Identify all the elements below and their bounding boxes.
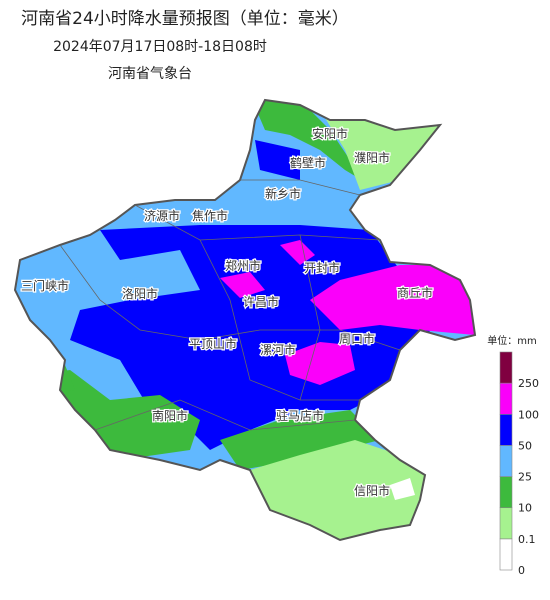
city-label: 安阳市	[312, 126, 348, 141]
legend-level: 0	[518, 564, 525, 577]
area-100-250	[285, 342, 355, 385]
legend-level: 25	[518, 471, 532, 484]
city-label: 驻马店市	[276, 408, 324, 423]
legend-unit: 单位：mm	[487, 334, 536, 347]
city-label: 焦作市	[192, 208, 228, 223]
legend-swatch	[499, 476, 513, 509]
area-100-250	[310, 265, 475, 335]
title: 河南省24小时降水量预报图（单位：毫米）	[21, 9, 349, 29]
area-100-250	[280, 240, 315, 265]
city-label: 信阳市	[354, 483, 390, 498]
legend-swatch	[499, 538, 513, 571]
rain-areas	[15, 100, 475, 540]
area-100-250	[220, 272, 265, 298]
city-label: 南阳市	[152, 408, 188, 423]
city-label: 濮阳市	[354, 150, 390, 165]
subtitle: 2024年07月17日08时-18日08时	[53, 39, 267, 55]
city-label: 郑州市	[225, 258, 261, 273]
agency: 河南省气象台	[108, 66, 192, 82]
legend-level: 10	[518, 502, 532, 515]
area-10-25	[250, 100, 370, 185]
legend-level: 250	[518, 377, 539, 390]
legend-swatch	[499, 445, 513, 477]
city-label: 三门峡市	[21, 278, 69, 293]
city-label: 许昌市	[243, 294, 279, 309]
area-0	[390, 478, 415, 500]
city-label: 济源市	[144, 208, 180, 223]
area-01-10	[320, 110, 450, 190]
area-10-25	[220, 410, 380, 470]
city-label: 平顶山市	[189, 336, 237, 351]
legend-level: 100	[518, 408, 539, 421]
city-label: 开封市	[304, 260, 340, 275]
city-label: 新乡市	[265, 186, 301, 201]
legend-swatch	[499, 413, 513, 446]
legend-swatch	[499, 507, 513, 540]
city-label: 洛阳市	[122, 286, 158, 301]
city-borders	[59, 179, 401, 431]
area-50-100	[255, 140, 300, 180]
city-label: 周口市	[339, 331, 375, 346]
legend: 单位：mm 0 0.1 10 25 50 100 250	[487, 334, 539, 577]
city-label: 商丘市	[397, 285, 433, 300]
legend-swatch	[499, 382, 513, 415]
city-label: 鹤壁市	[290, 155, 326, 170]
city-label: 漯河市	[260, 342, 296, 357]
legend-level: 50	[518, 439, 532, 452]
legend-level: 0.1	[518, 533, 536, 546]
legend-swatch	[499, 351, 513, 384]
